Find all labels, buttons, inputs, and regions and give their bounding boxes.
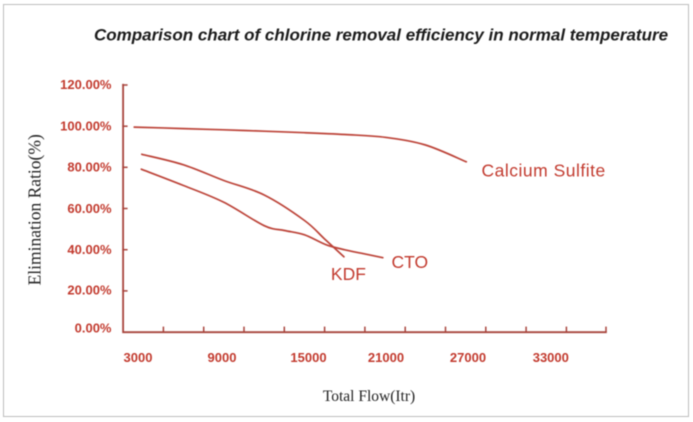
svg-text:120.00%: 120.00%: [60, 77, 112, 92]
svg-text:Comparison chart of chlorine r: Comparison chart of chlorine removal eff…: [94, 25, 668, 44]
svg-text:100.00%: 100.00%: [60, 118, 112, 133]
svg-text:40.00%: 40.00%: [67, 242, 112, 257]
svg-text:0.00%: 0.00%: [75, 321, 112, 336]
svg-text:15000: 15000: [290, 350, 326, 365]
svg-text:KDF: KDF: [331, 264, 366, 284]
svg-text:33000: 33000: [533, 350, 569, 365]
svg-text:9000: 9000: [208, 350, 237, 365]
svg-text:3000: 3000: [124, 350, 153, 365]
svg-text:80.00%: 80.00%: [67, 160, 112, 175]
svg-text:27000: 27000: [450, 350, 486, 365]
svg-text:Calcium Sulfite: Calcium Sulfite: [482, 160, 606, 180]
svg-text:60.00%: 60.00%: [67, 201, 112, 216]
svg-text:CTO: CTO: [392, 252, 429, 272]
svg-text:21000: 21000: [368, 350, 404, 365]
svg-text:Total Flow(Itr): Total Flow(Itr): [323, 388, 415, 405]
svg-text:Elimination Ratio(%): Elimination Ratio(%): [25, 134, 45, 285]
svg-text:20.00%: 20.00%: [67, 283, 112, 298]
